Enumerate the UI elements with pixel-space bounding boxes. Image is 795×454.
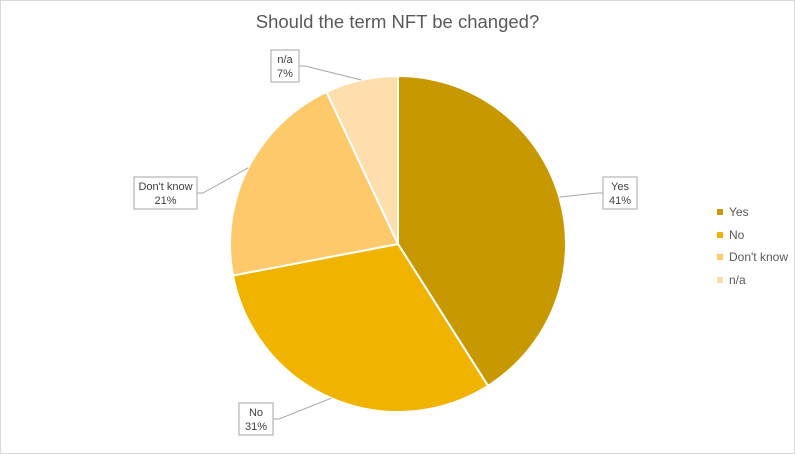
leader-line-yes: [559, 192, 603, 198]
leader-line-n-a: [299, 65, 362, 81]
data-label-value-don-t-know: 21%: [154, 195, 176, 207]
data-label-value-yes: 41%: [609, 195, 631, 207]
legend-swatch-n-a: [717, 276, 723, 283]
data-label-box-don-t-know: [133, 176, 198, 210]
data-label-category-no: No: [249, 407, 263, 419]
leader-line-don-t-know: [197, 167, 249, 194]
legend-label-no: No: [729, 227, 745, 242]
legend-item-no: No: [717, 224, 788, 247]
legend-swatch-no: [717, 231, 723, 238]
legend-swatch-yes: [717, 209, 723, 216]
chart-title: Should the term NFT be changed?: [255, 11, 540, 32]
data-label-category-don-t-know: Don't know: [138, 181, 192, 193]
legend-item-don-t-know: Don't know: [717, 246, 788, 269]
legend: Yes No Don't know n/a: [717, 201, 788, 291]
legend-label-n-a: n/a: [729, 272, 746, 287]
data-label-value-n-a: 7%: [277, 68, 293, 80]
data-label-value-no: 31%: [245, 421, 267, 433]
data-label-box-n-a: [270, 49, 300, 83]
legend-label-yes: Yes: [729, 205, 749, 220]
data-label-category-yes: Yes: [611, 181, 629, 193]
legend-swatch-don-t-know: [717, 254, 723, 261]
pie-slice-n-a: [325, 74, 399, 245]
leader-line-no: [273, 397, 332, 420]
pie-slice-no: [231, 242, 490, 413]
legend-item-n-a: n/a: [717, 269, 788, 292]
legend-item-yes: Yes: [717, 201, 788, 224]
data-label-box-no: [238, 402, 274, 436]
data-label-category-n-a: n/a: [277, 54, 293, 66]
pie-slice-don-t-know: [229, 90, 400, 277]
legend-label-don-t-know: Don't know: [729, 250, 788, 265]
data-label-box-yes: [602, 176, 638, 210]
